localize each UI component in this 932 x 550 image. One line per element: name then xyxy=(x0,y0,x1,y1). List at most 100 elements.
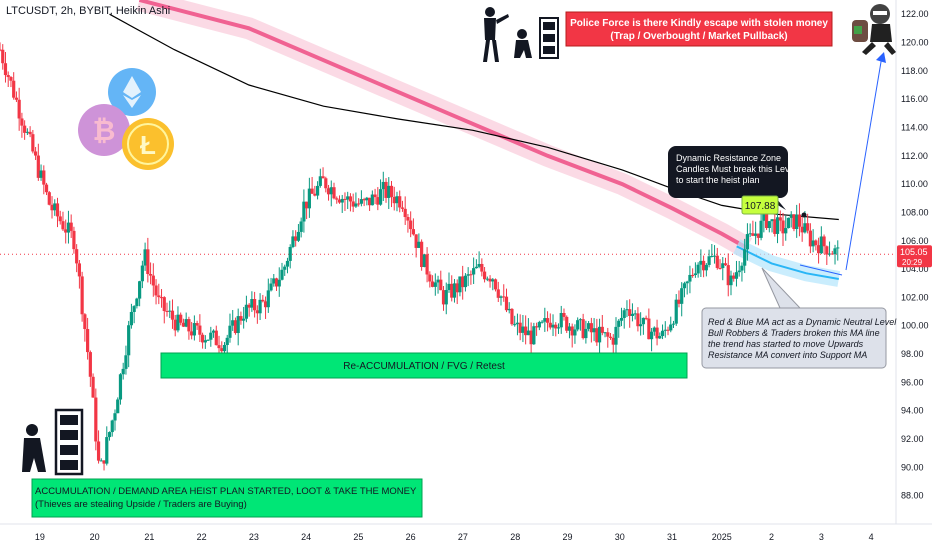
police-box xyxy=(565,11,833,47)
police-officer-icon xyxy=(483,7,509,62)
candle-body xyxy=(466,274,470,276)
candle-body xyxy=(808,230,812,247)
candle-body xyxy=(764,213,769,229)
reaccum-box xyxy=(160,352,688,379)
candle-body xyxy=(195,323,199,326)
candle-body xyxy=(671,323,676,325)
x-tick-label: 31 xyxy=(667,532,677,542)
candle-body xyxy=(96,441,101,461)
candle-body xyxy=(792,214,796,230)
candle-body xyxy=(86,329,90,353)
running-thief-icon xyxy=(852,4,896,55)
candle-body xyxy=(814,240,818,246)
candle-body xyxy=(168,310,172,312)
candle-body xyxy=(702,260,706,271)
candle-body xyxy=(548,322,552,328)
x-tick-label: 29 xyxy=(562,532,572,542)
y-tick-label: 106.00 xyxy=(901,236,929,246)
candle-body xyxy=(510,308,514,325)
ltc-ring xyxy=(127,123,169,165)
candle-body xyxy=(332,187,336,199)
candle-body xyxy=(795,214,799,230)
candle-body xyxy=(118,374,123,400)
crypto-coins-icon: ₿ Ł xyxy=(78,68,174,170)
candle-body xyxy=(806,223,810,231)
candle-body xyxy=(392,196,396,204)
candle-body xyxy=(192,323,196,336)
candle-body xyxy=(830,253,834,255)
candle-body xyxy=(12,80,16,98)
candle-body xyxy=(231,320,235,326)
candle-body xyxy=(151,275,155,286)
candle-body xyxy=(39,170,43,178)
candle-body xyxy=(184,319,188,327)
candle-body xyxy=(800,226,804,233)
candle-body xyxy=(639,324,643,327)
ltc-coin xyxy=(122,118,174,170)
candle-body xyxy=(685,281,689,284)
candle-body xyxy=(674,299,678,324)
candle-body xyxy=(250,299,254,308)
candle-body xyxy=(285,260,290,267)
candle-body xyxy=(294,236,298,241)
candle-body xyxy=(64,229,68,233)
candle-body xyxy=(562,312,566,317)
candle-body xyxy=(66,222,71,233)
candle-body xyxy=(0,49,2,51)
candle-body xyxy=(573,329,577,336)
candle-body xyxy=(666,329,670,331)
candle-body xyxy=(592,328,596,333)
candle-body xyxy=(773,219,777,234)
candle-body xyxy=(140,265,144,282)
candle-body xyxy=(581,319,585,339)
robber-body xyxy=(22,438,46,472)
x-tick-label: 19 xyxy=(35,532,45,542)
candle-body xyxy=(343,198,347,200)
candle-body xyxy=(603,332,607,334)
candle-body xyxy=(649,331,654,340)
candle-body xyxy=(417,241,421,248)
y-tick-label: 94.00 xyxy=(901,406,924,416)
candle-body xyxy=(272,278,276,284)
y-tick-label: 112.00 xyxy=(901,151,928,161)
candle-body xyxy=(258,299,262,314)
candle-body xyxy=(28,131,32,135)
candle-body xyxy=(220,348,224,352)
candle-body xyxy=(430,281,435,287)
robber-with-safe-icon xyxy=(514,17,559,59)
candle-body xyxy=(660,330,665,337)
candle-body xyxy=(559,312,563,328)
candle-body xyxy=(214,330,218,346)
candle-body xyxy=(545,318,550,323)
police-body xyxy=(483,14,509,62)
eth-symbol xyxy=(123,76,141,108)
candle-body xyxy=(55,203,60,217)
candle-body xyxy=(496,289,500,298)
resistance-text: Candles Must break this Level xyxy=(676,164,797,174)
candle-body xyxy=(170,310,175,320)
candle-body xyxy=(587,323,591,329)
x-tick-label: 28 xyxy=(510,532,520,542)
candle-body xyxy=(732,275,736,279)
candle-body xyxy=(209,332,213,340)
candle-body xyxy=(515,322,520,325)
candle-body xyxy=(737,270,741,273)
candle-body xyxy=(159,297,164,299)
candle-body xyxy=(283,266,287,270)
candle-body xyxy=(488,278,492,282)
candle-body xyxy=(351,201,355,207)
candle-body xyxy=(439,279,443,291)
candle-body xyxy=(770,219,774,222)
x-tick-label: 23 xyxy=(249,532,259,542)
chart-title: LTCUSDT, 2h, BYBIT, Heikin Ashi xyxy=(6,5,170,17)
candle-body xyxy=(570,326,574,336)
x-tick-label: 25 xyxy=(353,532,363,542)
last-price-countdown: 20:29 xyxy=(902,258,923,267)
candle-body xyxy=(729,275,733,286)
candle-body xyxy=(359,199,363,204)
candle-body xyxy=(146,249,150,275)
y-tick-label: 114.00 xyxy=(901,122,928,132)
candle-body xyxy=(135,298,139,307)
candle-body xyxy=(655,327,659,339)
